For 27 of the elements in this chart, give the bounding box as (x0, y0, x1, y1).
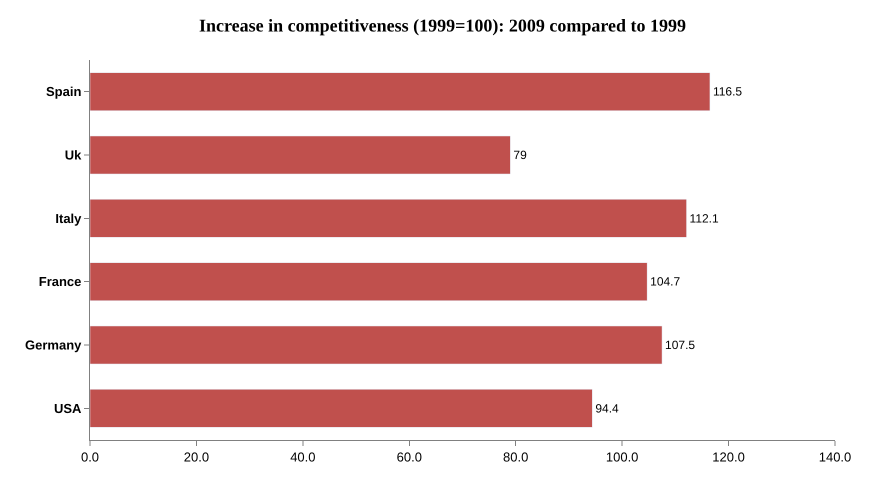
y-tick-label: Uk (64, 148, 82, 163)
data-label: 94.4 (595, 401, 620, 416)
x-tick-label: 0.0 (80, 450, 100, 465)
data-label: 104.7 (650, 274, 681, 289)
bar (90, 389, 593, 428)
data-label: 79 (513, 148, 528, 162)
bar (90, 262, 648, 301)
data-label: 107.5 (665, 338, 696, 352)
bar (90, 136, 511, 174)
x-tick-label: 120.0 (712, 450, 745, 465)
y-tick-label: Spain (46, 84, 82, 100)
bar (90, 326, 662, 364)
x-tick-label: 140.0 (818, 450, 852, 465)
y-tick-label: Italy (55, 210, 82, 226)
data-label: 116.5 (712, 84, 742, 99)
x-tick-label: 80.0 (503, 450, 528, 465)
y-tick-label: USA (54, 400, 82, 416)
y-tick-label: Germany (25, 338, 82, 353)
x-tick-label: 100.0 (606, 450, 638, 465)
chart-title: Increase in competitiveness (1999=100): 2009 compared to 1999 (198, 16, 686, 36)
x-tick-label: 60.0 (396, 450, 422, 465)
y-tick-label: France (38, 274, 82, 290)
bar (90, 72, 710, 111)
x-tick-label: 20.0 (184, 450, 210, 465)
data-label: 112.1 (690, 211, 719, 226)
x-tick-label: 40.0 (290, 450, 316, 465)
bar (90, 199, 687, 238)
